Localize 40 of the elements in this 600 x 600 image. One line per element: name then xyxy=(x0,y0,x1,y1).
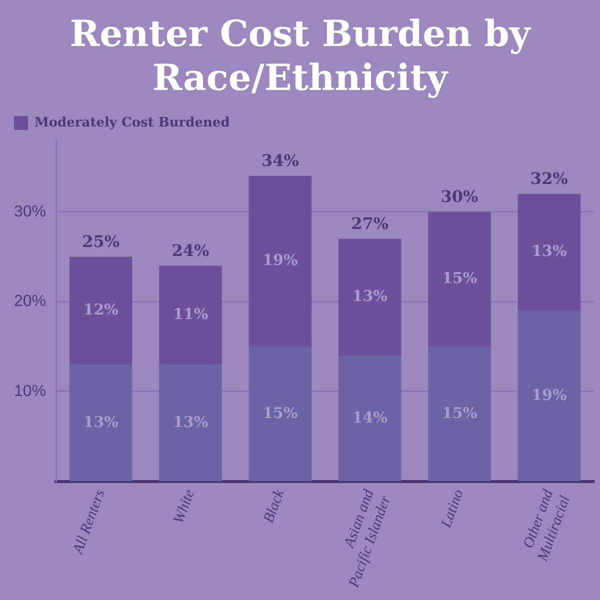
data-label: 13% xyxy=(83,412,118,431)
data-label: 15% xyxy=(442,404,478,422)
x-tick-label: Latino xyxy=(438,487,468,531)
data-label: 14% xyxy=(352,408,388,426)
legend-label: Moderately Cost Burdened xyxy=(34,115,230,130)
data-label: 19% xyxy=(532,386,567,404)
bar xyxy=(159,364,222,482)
total-label: 25% xyxy=(82,232,120,251)
bar xyxy=(69,364,132,482)
total-label: 34% xyxy=(261,151,299,170)
data-label: 13% xyxy=(352,287,388,306)
bar xyxy=(518,194,581,311)
data-label: 15% xyxy=(262,404,298,422)
total-label: 24% xyxy=(172,240,210,260)
x-tick-label: Asian and Pacific Islander xyxy=(341,487,394,590)
bar xyxy=(69,256,132,365)
bar xyxy=(248,176,312,347)
total-label: 32% xyxy=(530,169,568,188)
data-label: 19% xyxy=(262,251,298,270)
bar xyxy=(428,212,491,347)
bar xyxy=(159,266,222,365)
bar xyxy=(428,346,491,482)
bar xyxy=(248,346,312,482)
data-label: 13% xyxy=(532,242,567,260)
y-tick-label: 10% xyxy=(14,382,46,400)
chart-title: Renter Cost Burden by Race/Ethnicity xyxy=(68,12,532,100)
y-tick-label: 30% xyxy=(14,203,46,220)
data-label: 11% xyxy=(172,305,208,324)
x-tick-label: White xyxy=(170,487,198,526)
data-label: 13% xyxy=(172,412,208,431)
data-label: 12% xyxy=(83,300,118,319)
total-label: 30% xyxy=(440,187,478,206)
bar xyxy=(518,310,581,482)
data-label: 15% xyxy=(442,269,478,288)
x-tick-label: All Renters xyxy=(70,487,108,557)
y-tick-label: 20% xyxy=(14,293,46,310)
total-label: 27% xyxy=(351,214,389,233)
bar xyxy=(338,356,402,482)
bar xyxy=(338,238,402,356)
x-tick-label: Black xyxy=(260,487,288,526)
